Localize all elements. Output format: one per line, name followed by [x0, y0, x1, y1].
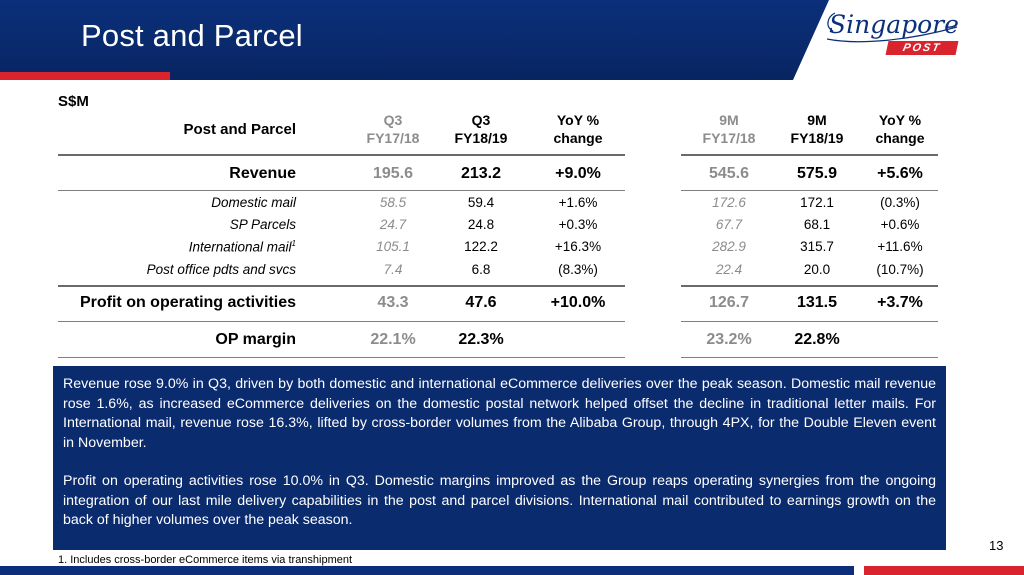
logo-script-text: Singapore [829, 10, 959, 39]
cell: +3.7% [877, 294, 923, 311]
revenue-row: Revenue 195.6 213.2 +9.0% 545.6 575.9 +5… [58, 157, 938, 193]
cell: +0.6% [880, 217, 920, 232]
column-header: Q3 FY17/18 [366, 112, 420, 146]
cell: +5.6% [877, 165, 923, 182]
table-row: International mail1 105.1 122.2 +16.3% 2… [58, 236, 938, 258]
cell: 67.7 [715, 217, 743, 232]
slide-title: Post and Parcel [81, 18, 303, 53]
commentary-paragraph: Revenue rose 9.0% in Q3, driven by both … [63, 376, 936, 451]
cell: (10.7%) [876, 262, 924, 277]
cell: 131.5 [796, 294, 838, 311]
cell: +16.3% [554, 239, 602, 254]
logo-post-badge: POST [885, 41, 959, 55]
divider [58, 285, 625, 287]
profit-row: Profit on operating activities 43.3 47.6… [58, 286, 938, 322]
column-header: 9M FY17/18 [702, 112, 756, 146]
cell: 23.2% [706, 331, 752, 348]
divider [58, 357, 625, 358]
cell: 172.1 [800, 195, 834, 210]
logo-swoosh-icon [826, 12, 958, 43]
divider [681, 154, 938, 156]
row-label: OP margin [215, 331, 296, 348]
row-label: SP Parcels [229, 217, 296, 232]
cell: (0.3%) [880, 195, 920, 210]
divider [681, 357, 938, 358]
divider [681, 285, 938, 287]
cell: +0.3% [558, 217, 598, 232]
divider [58, 321, 625, 322]
cell: 195.6 [372, 165, 414, 182]
cell: 22.1% [370, 331, 416, 348]
op-margin-row: OP margin 22.1% 22.3% 23.2% 22.8% [58, 323, 938, 359]
row-label: Revenue [229, 165, 296, 182]
table-row: Post office pdts and svcs 7.4 6.8 (8.3%)… [58, 259, 938, 281]
cell: 43.3 [377, 294, 409, 311]
row-label: Post office pdts and svcs [146, 262, 296, 277]
table-header-row: Post and Parcel Q3 FY17/18 Q3 FY18/19 YoY … [58, 105, 938, 153]
bottom-bar [0, 566, 1024, 575]
column-header: YoY % change [553, 112, 603, 146]
table-row-header: Post and Parcel [183, 121, 296, 138]
cell: +11.6% [877, 239, 923, 254]
cell: 47.6 [465, 294, 497, 311]
divider [681, 321, 938, 322]
divider [58, 154, 625, 156]
cell: 20.0 [803, 262, 831, 277]
cell: +9.0% [555, 165, 601, 182]
units-label: S$M [58, 93, 89, 110]
cell: 22.3% [458, 331, 504, 348]
cell: 545.6 [708, 165, 750, 182]
cell: 22.4 [715, 262, 743, 277]
divider [58, 190, 625, 191]
cell: 122.2 [464, 239, 498, 254]
footnote-marker: 1 [291, 239, 296, 248]
header-red-accent [0, 72, 170, 80]
row-label: Profit on operating activities [79, 294, 296, 311]
cell: (8.3%) [558, 262, 598, 277]
cell: 24.7 [379, 217, 407, 232]
cell: 22.8% [794, 331, 840, 348]
bottom-bar-gap [854, 566, 864, 575]
column-header: YoY % change [875, 112, 925, 146]
cell: +1.6% [558, 195, 598, 210]
cell: 213.2 [460, 165, 502, 182]
table-row: Domestic mail 58.5 59.4 +1.6% 172.6 172.… [58, 192, 938, 214]
cell: +10.0% [550, 294, 606, 311]
cell: 58.5 [379, 195, 407, 210]
cell: 126.7 [708, 294, 750, 311]
page-number: 13 [989, 538, 1004, 553]
row-label: International mail1 [188, 239, 296, 255]
bottom-bar-red-accent [864, 566, 1024, 575]
singapore-post-logo: Singapore POST [817, 5, 967, 65]
cell: 7.4 [383, 262, 403, 277]
commentary-box: Revenue rose 9.0% in Q3, driven by both … [53, 366, 946, 550]
table-row: SP Parcels 24.7 24.8 +0.3% 67.7 68.1 +0.… [58, 214, 938, 236]
column-header: 9M FY18/19 [790, 112, 844, 146]
row-label: Domestic mail [211, 195, 296, 210]
cell: 575.9 [796, 165, 838, 182]
commentary-paragraph: Profit on operating activities rose 10.0… [63, 473, 936, 528]
footnote: 1. Includes cross-border eCommerce items… [58, 554, 353, 566]
cell: 6.8 [471, 262, 491, 277]
cell: 172.6 [712, 195, 746, 210]
column-header: Q3 FY18/19 [454, 112, 508, 146]
divider [681, 190, 938, 191]
cell: 282.9 [712, 239, 746, 254]
cell: 59.4 [467, 195, 495, 210]
cell: 68.1 [803, 217, 831, 232]
cell: 105.1 [376, 239, 410, 254]
cell: 24.8 [467, 217, 495, 232]
cell: 315.7 [800, 239, 834, 254]
